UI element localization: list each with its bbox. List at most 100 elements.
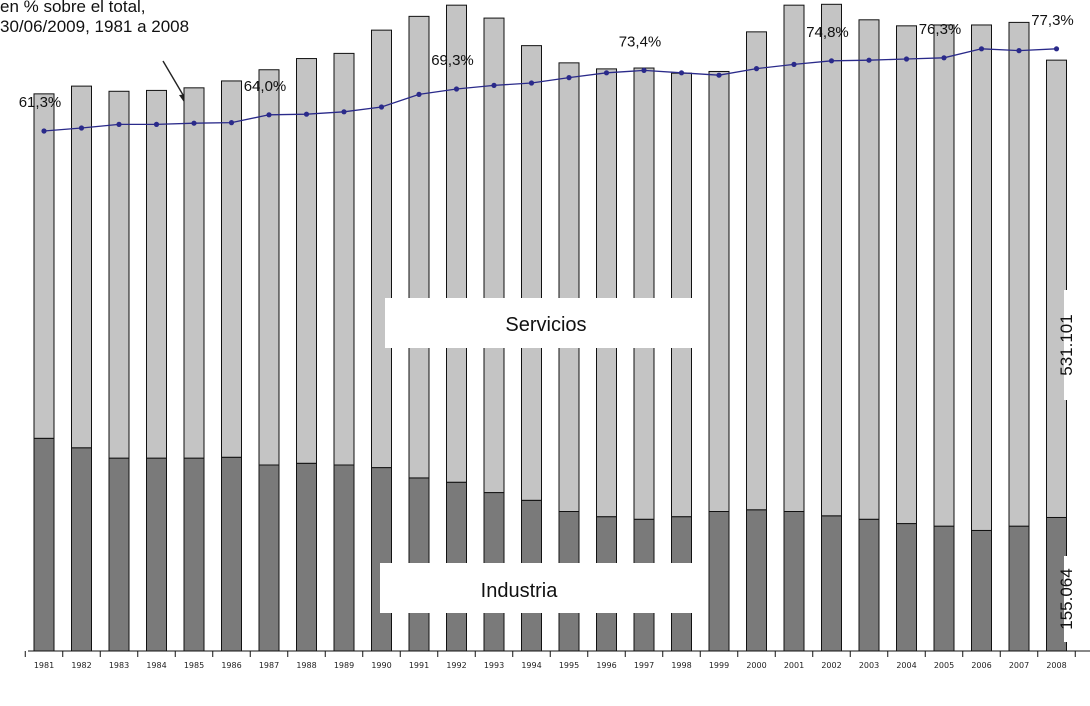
x-tick-label-1985: 1985 xyxy=(184,661,204,670)
x-tick-label-2000: 2000 xyxy=(746,661,766,670)
bar-servicios-1990 xyxy=(371,29,392,469)
bar-servicios-1993 xyxy=(483,17,505,494)
bar-servicios-2005 xyxy=(933,24,955,527)
share-point-1985 xyxy=(191,120,197,126)
x-tick-label-1984: 1984 xyxy=(146,661,166,670)
bar-servicios-1983 xyxy=(108,90,130,459)
bar-servicios-2006 xyxy=(971,24,992,531)
bar-industria-1982 xyxy=(71,447,92,652)
x-tick-label-1996: 1996 xyxy=(596,661,616,670)
bar-servicios-1992 xyxy=(446,4,467,483)
share-point-1990 xyxy=(378,104,385,110)
share-line xyxy=(43,48,1057,132)
bar-servicios-1986 xyxy=(221,80,242,458)
bar-servicios-1994 xyxy=(521,45,542,501)
x-tick-label-1997: 1997 xyxy=(634,661,654,670)
share-point-1996 xyxy=(603,70,610,76)
x-tick-label-2003: 2003 xyxy=(859,661,879,670)
share-point-2008 xyxy=(1053,46,1060,52)
bar-industria-1988 xyxy=(296,462,317,652)
share-point-1987 xyxy=(266,112,272,118)
bar-servicios-2003 xyxy=(858,19,880,520)
bar-industria-2003 xyxy=(858,518,880,652)
share-point-2000 xyxy=(753,66,760,72)
share-point-2002 xyxy=(828,58,835,64)
share-point-2003 xyxy=(866,57,872,63)
x-tick-label-1992: 1992 xyxy=(446,661,466,670)
bar-industria-1983 xyxy=(108,457,130,652)
bar-industria-1989 xyxy=(333,464,355,652)
bar-servicios-1985 xyxy=(183,87,205,459)
chart-title-line-1: en % sobre el total, xyxy=(0,0,146,16)
share-point-1999 xyxy=(716,72,722,78)
x-tick-label-1994: 1994 xyxy=(521,661,541,670)
x-tick-label-1999: 1999 xyxy=(709,661,729,670)
servicios-value-box xyxy=(1064,290,1090,400)
share-point-2006 xyxy=(978,46,985,52)
bar-servicios-1999 xyxy=(708,70,730,512)
x-tick-label-1998: 1998 xyxy=(671,661,691,670)
bar-servicios-1982 xyxy=(71,85,92,449)
bar-servicios-1987 xyxy=(258,69,280,466)
servicios-label-box xyxy=(385,298,708,348)
line-data-label-1987: 64,0% xyxy=(244,78,287,95)
x-tick-label-2008: 2008 xyxy=(1046,661,1066,670)
line-data-label-2005: 76,3% xyxy=(919,21,962,38)
share-point-1998 xyxy=(678,70,685,76)
bar-servicios-2008 xyxy=(1046,59,1067,518)
bar-servicios-2007 xyxy=(1008,21,1030,527)
x-tick-label-1991: 1991 xyxy=(409,661,429,670)
bar-industria-2007 xyxy=(1008,525,1030,652)
line-data-label-1997: 73,4% xyxy=(619,33,662,50)
bar-industria-2000 xyxy=(746,509,767,652)
bar-servicios-1995 xyxy=(558,62,580,512)
x-tick-label-1988: 1988 xyxy=(296,661,316,670)
share-point-1984 xyxy=(153,121,160,127)
share-point-1981 xyxy=(41,128,47,134)
line-data-label-2008: 77,3% xyxy=(1031,12,1074,29)
x-tick-label-2001: 2001 xyxy=(784,661,804,670)
industria-label-box xyxy=(380,563,708,613)
x-tick-label-2004: 2004 xyxy=(896,661,916,670)
bar-industria-1987 xyxy=(258,464,280,652)
bar-industria-1985 xyxy=(183,457,205,652)
x-tick-label-2002: 2002 xyxy=(821,661,841,670)
line-data-label-1992: 69,3% xyxy=(431,52,474,69)
share-point-1994 xyxy=(528,80,535,86)
bar-servicios-1991 xyxy=(408,15,430,479)
bar-industria-2006 xyxy=(971,529,992,652)
bar-industria-1984 xyxy=(146,457,167,652)
bar-servicios-1998 xyxy=(671,72,692,518)
share-point-1986 xyxy=(228,120,235,126)
share-point-1991 xyxy=(416,91,422,97)
share-point-2001 xyxy=(791,61,797,67)
bar-industria-1999 xyxy=(708,511,730,652)
x-tick-label-2005: 2005 xyxy=(934,661,954,670)
bar-servicios-1996 xyxy=(596,68,617,518)
share-line-group: 61,3% 64,0% 69,3% 73,4% 74,8% 76,3% 77,3% xyxy=(19,12,1074,134)
line-data-label-2002: 74,8% xyxy=(806,24,849,41)
servicios-label: Servicios xyxy=(505,314,586,336)
industria-label: Industria xyxy=(481,580,559,602)
share-point-1989 xyxy=(341,109,347,115)
line-data-label-1981: 61,3% xyxy=(19,94,62,111)
bar-industria-2002 xyxy=(821,515,842,652)
x-tick-label-1989: 1989 xyxy=(334,661,354,670)
bar-industria-1990 xyxy=(371,467,392,652)
bar-servicios-1984 xyxy=(146,89,167,459)
x-tick-label-1982: 1982 xyxy=(71,661,91,670)
bar-servicios-2001 xyxy=(783,4,805,513)
label-group: Servicios Industria 531.101 155.064 xyxy=(380,290,1090,642)
bar-industria-2005 xyxy=(933,525,955,652)
bar-industria-2001 xyxy=(783,511,805,652)
share-point-1995 xyxy=(566,75,572,81)
bar-servicios-2000 xyxy=(746,31,767,511)
bar-servicios-2002 xyxy=(821,3,842,517)
industria-value-label: 155.064 xyxy=(1057,568,1076,629)
bar-industria-1981 xyxy=(33,437,55,652)
servicios-value-label: 531.101 xyxy=(1057,314,1076,375)
bar-servicios-1988 xyxy=(296,58,317,464)
share-point-2007 xyxy=(1016,48,1022,54)
share-point-1982 xyxy=(78,125,85,131)
